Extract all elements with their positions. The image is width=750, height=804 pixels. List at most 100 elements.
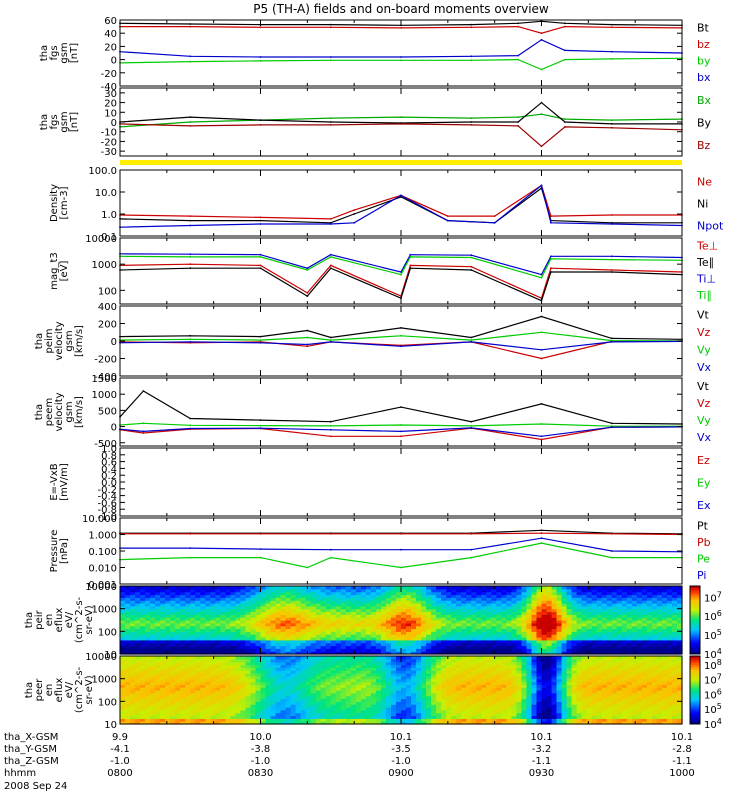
series-line-bz — [120, 124, 682, 146]
data-point — [260, 557, 262, 559]
data-point — [330, 429, 332, 431]
data-point — [541, 529, 543, 531]
heatmap-cell — [366, 586, 372, 589]
panel-frame — [120, 170, 682, 236]
heatmap-cell — [135, 586, 141, 589]
data-point — [470, 421, 472, 423]
data-point — [306, 295, 308, 297]
data-point — [400, 116, 402, 118]
legend-entry: Pb — [697, 536, 711, 549]
heatmap-cell — [476, 586, 482, 589]
data-point — [550, 222, 552, 224]
data-point — [189, 424, 191, 426]
data-point — [400, 56, 402, 58]
data-point — [400, 195, 402, 197]
data-point — [611, 271, 613, 273]
data-point — [611, 426, 613, 428]
data-point — [400, 435, 402, 437]
heatmap-cell — [331, 586, 337, 589]
data-point — [470, 339, 472, 341]
data-point — [611, 259, 613, 261]
data-point — [470, 257, 472, 259]
panel-frame — [120, 20, 682, 86]
heatmap-cell — [672, 586, 678, 589]
heatmap-cell — [587, 586, 593, 589]
heatmap-cell — [215, 586, 221, 589]
data-point — [260, 425, 262, 427]
data-point — [470, 266, 472, 268]
data-point — [189, 253, 191, 255]
heatmap-cell — [622, 586, 628, 589]
data-point — [470, 341, 472, 343]
data-point — [400, 533, 402, 535]
data-point — [541, 331, 543, 333]
data-point — [260, 56, 262, 58]
y-axis-label: [km/s] — [74, 396, 85, 428]
y-tick-label: -30 — [101, 147, 117, 158]
data-point — [260, 124, 262, 126]
data-point — [330, 341, 332, 343]
heatmap-cell — [647, 586, 653, 589]
data-point — [517, 22, 519, 24]
data-point — [541, 113, 543, 115]
y-tick-label: 10.000 — [82, 514, 117, 525]
data-point — [260, 548, 262, 550]
panel-4 — [119, 238, 683, 304]
data-point — [330, 533, 332, 535]
heatmap-cell — [145, 586, 151, 589]
heatmap-cell — [245, 586, 251, 589]
y-tick-label: 1500 — [92, 374, 117, 385]
heatmap-cell — [491, 586, 497, 589]
heatmap-cell — [381, 586, 387, 589]
data-point — [517, 116, 519, 118]
heatmap-cell — [321, 586, 327, 589]
data-point — [330, 121, 332, 123]
heatmap-cell — [336, 656, 342, 659]
heatmap-cell — [326, 656, 332, 659]
data-point — [541, 39, 543, 41]
heatmap-cell — [511, 586, 517, 589]
data-point — [494, 222, 496, 224]
data-point — [470, 533, 472, 535]
data-point — [564, 126, 566, 128]
heatmap-cell — [160, 656, 166, 659]
data-point — [330, 256, 332, 258]
heatmap-cell — [165, 586, 171, 589]
data-point — [260, 339, 262, 341]
legend-entry: Vy — [697, 414, 711, 427]
heatmap-cell — [411, 656, 417, 659]
data-point — [260, 220, 262, 222]
heatmap-cell — [225, 586, 231, 589]
data-point — [517, 59, 519, 61]
heatmap-cell — [386, 656, 392, 659]
data-point — [541, 435, 543, 437]
heatmap-cell — [597, 586, 603, 589]
data-point — [330, 124, 332, 126]
heatmap-cell — [486, 586, 492, 589]
data-point — [611, 269, 613, 271]
legend-entry: Te⊥ — [696, 240, 718, 253]
data-point — [189, 557, 191, 559]
data-point — [611, 223, 613, 225]
y-tick-label: 100 — [98, 627, 117, 638]
data-point — [330, 425, 332, 427]
data-point — [189, 121, 191, 123]
heatmap-cell — [261, 656, 267, 659]
heatmap-cell — [652, 586, 658, 589]
data-point — [517, 26, 519, 28]
heatmap-cell — [567, 586, 573, 589]
data-point — [330, 218, 332, 220]
legend-entry: Vy — [697, 343, 711, 356]
heatmap-cell — [331, 656, 337, 659]
data-point — [306, 567, 308, 569]
data-point — [330, 265, 332, 267]
data-point — [470, 557, 472, 559]
data-point — [611, 58, 613, 60]
data-point — [330, 337, 332, 339]
legend-entry: Pt — [697, 520, 709, 533]
heatmap-cell — [291, 656, 297, 659]
data-point — [470, 549, 472, 551]
heatmap-cell — [351, 586, 357, 589]
heatmap-cell — [431, 586, 437, 589]
legend-entry: Vx — [697, 431, 712, 444]
